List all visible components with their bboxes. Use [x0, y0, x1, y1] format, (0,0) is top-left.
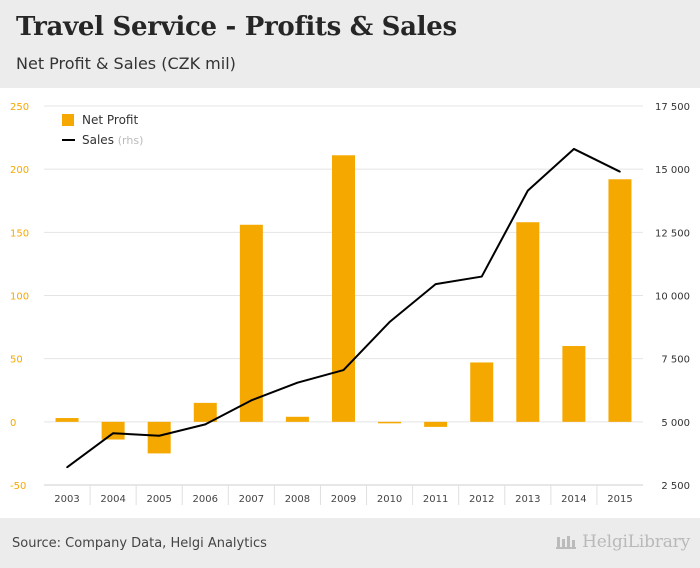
left-axis-tick-label: 250 [10, 102, 29, 113]
logo-text: HelgiLibrary [582, 532, 690, 552]
chart-subtitle: Net Profit & Sales (CZK mil) [16, 54, 236, 73]
sales-point [250, 399, 253, 402]
legend-note-rhs: (rhs) [118, 134, 144, 147]
right-axis-tick-label: 7 500 [661, 355, 690, 366]
left-axis-tick-label: 150 [10, 228, 29, 239]
left-axis-tick-label: 100 [10, 292, 29, 303]
library-columns-icon [556, 536, 577, 549]
sales-point [480, 275, 483, 278]
sales-point [573, 148, 575, 150]
sales-point [619, 170, 621, 173]
x-axis-tick-label: 2005 [146, 494, 171, 505]
legend-label-net-profit: Net Profit [82, 113, 138, 127]
right-axis-tick-label: 5 000 [661, 418, 690, 429]
x-axis-tick-label: 2012 [469, 494, 494, 505]
bar-net-profit [608, 179, 632, 422]
x-axis-tick-label: 2004 [100, 494, 125, 505]
x-axis-tick-label: 2006 [193, 494, 218, 505]
profits-sales-chart: -50 0 50 100 150 200 250 2 500 5 000 7 500 10 000 1… [10, 102, 690, 505]
bar-net-profit [332, 155, 355, 422]
left-axis-tick-label: 50 [10, 355, 23, 366]
x-axis-tick-label: 2011 [423, 494, 448, 505]
bar-net-profit [378, 421, 402, 424]
left-axis-tick-label: 0 [10, 418, 16, 429]
chart-title: Travel Service - Profits & Sales [16, 12, 457, 42]
x-axis-tick-label: 2003 [54, 494, 79, 505]
sales-point [527, 189, 529, 192]
x-axis-tick-label: 2015 [607, 494, 632, 505]
left-axis-tick-label: 200 [10, 165, 29, 176]
bar-net-profit [101, 421, 125, 440]
helgi-library-logo: HelgiLibrary [556, 532, 690, 552]
right-axis-tick-label: 10 000 [655, 292, 690, 303]
x-axis-tick-label: 2007 [239, 494, 264, 505]
bar-net-profit [147, 421, 171, 454]
bar-net-profit [424, 421, 448, 427]
source-note: Source: Company Data, Helgi Analytics [12, 536, 267, 551]
bar-net-profit [55, 418, 79, 422]
bar-net-profit [193, 402, 217, 422]
right-axis-tick-label: 2 500 [661, 481, 690, 492]
chart-header: Travel Service - Profits & Sales Net Pro… [0, 0, 700, 88]
bar-net-profit [516, 222, 540, 422]
right-axis-tick-label: 12 500 [655, 228, 690, 239]
sales-point [204, 423, 207, 426]
sales-point [66, 466, 68, 469]
right-axis-tick-label: 17 500 [655, 102, 690, 113]
bar-net-profit [239, 224, 263, 422]
x-axis-tick-label: 2013 [515, 494, 540, 505]
sales-point [158, 434, 160, 437]
legend-label-sales: Sales (rhs) [82, 133, 143, 147]
left-axis-tick-label: -50 [10, 481, 26, 492]
sales-point [434, 283, 437, 285]
sales-point [388, 321, 391, 323]
bar-net-profit [285, 416, 309, 422]
legend-swatch-net-profit [62, 114, 74, 126]
sales-point [112, 432, 114, 435]
bar-net-profit [470, 362, 494, 422]
x-axis-tick-label: 2008 [285, 494, 310, 505]
x-axis-tick-label: 2014 [561, 494, 586, 505]
x-axis-tick-label: 2010 [377, 494, 402, 505]
bar-net-profit [562, 346, 586, 422]
chart-footer: Source: Company Data, Helgi Analytics He… [0, 518, 700, 568]
sales-point [296, 381, 299, 384]
right-axis-tick-label: 15 000 [655, 165, 690, 176]
x-axis-tick-label: 2009 [331, 494, 356, 505]
sales-point [342, 369, 345, 371]
